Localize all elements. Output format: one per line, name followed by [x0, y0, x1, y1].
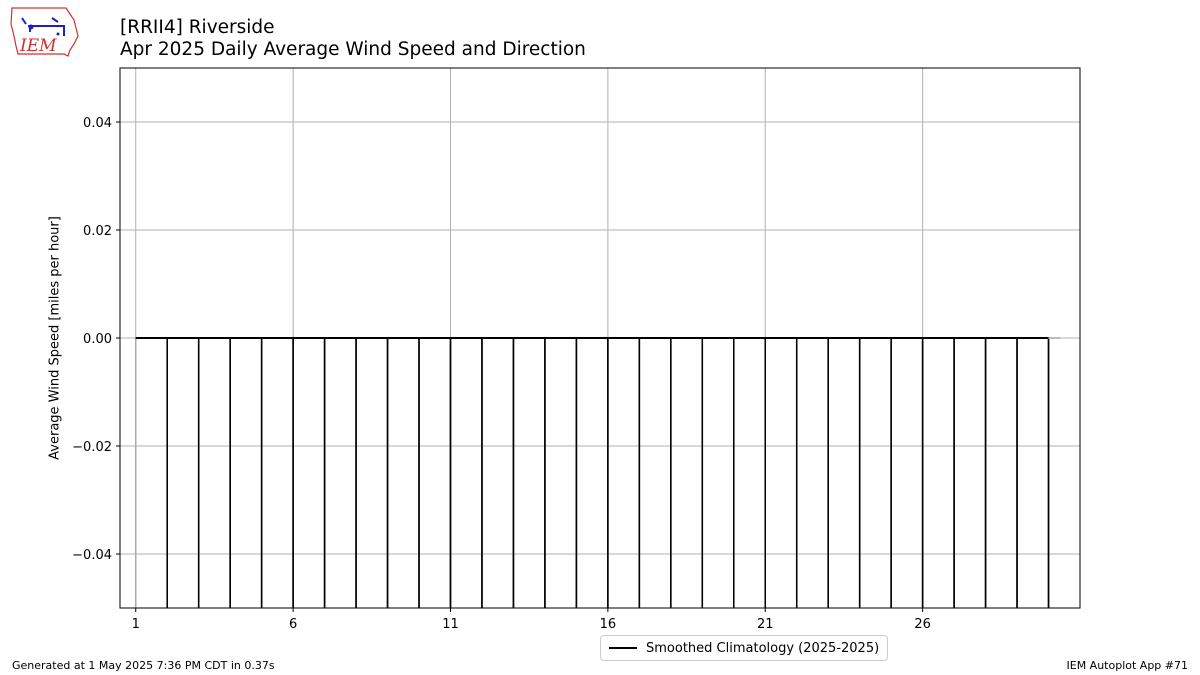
logo-text: IEM: [19, 36, 57, 56]
legend-label: Smoothed Climatology (2025-2025): [646, 640, 880, 656]
y-tick-label: 0.00: [83, 332, 112, 347]
y-tick-label: −0.04: [72, 548, 112, 563]
footer-app-text: IEM Autoplot App #71: [1066, 659, 1189, 672]
chart-title-line2: Apr 2025 Daily Average Wind Speed and Di…: [120, 39, 586, 60]
chart-title-line1: [RRII4] Riverside: [120, 17, 275, 38]
y-tick-label: 0.02: [83, 224, 112, 239]
x-tick-label: 11: [442, 617, 459, 632]
y-tick-label: −0.02: [72, 440, 112, 455]
y-tick-label: 0.04: [83, 116, 112, 131]
legend: Smoothed Climatology (2025-2025): [600, 635, 889, 661]
x-tick-label: 21: [757, 617, 774, 632]
x-axis-ticks: 1 6 11 16 21 26: [132, 608, 931, 632]
x-tick-label: 26: [914, 617, 931, 632]
y-axis-label: Average Wind Speed [miles per hour]: [47, 216, 63, 460]
x-tick-label: 1: [132, 617, 140, 632]
iem-logo: IEM: [8, 6, 80, 62]
y-axis-ticks: 0.04 0.02 0.00 −0.02 −0.04: [72, 116, 120, 563]
x-tick-label: 6: [289, 617, 297, 632]
legend-swatch: [609, 647, 637, 649]
bars-group: [134, 338, 1050, 608]
x-tick-label: 16: [600, 617, 617, 632]
footer-generated-text: Generated at 1 May 2025 7:36 PM CDT in 0…: [12, 659, 275, 672]
